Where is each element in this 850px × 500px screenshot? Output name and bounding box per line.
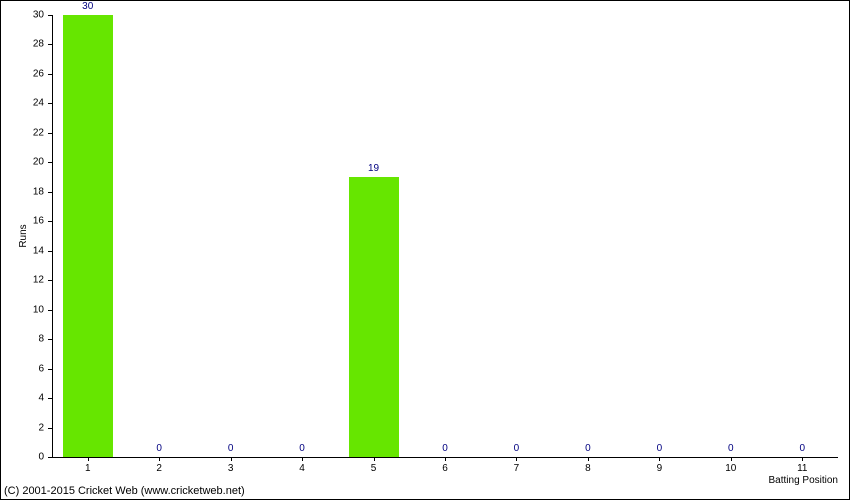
y-axis-line — [52, 15, 53, 457]
y-tick-label: 24 — [24, 98, 44, 109]
plot-area — [52, 15, 838, 457]
x-tick-label: 7 — [514, 463, 520, 474]
y-tick-label: 10 — [24, 304, 44, 315]
bar-value-label: 30 — [82, 1, 93, 12]
bar-value-label: 19 — [368, 163, 379, 174]
bar-value-label: 0 — [585, 443, 591, 454]
x-tick — [374, 457, 375, 461]
bar-value-label: 0 — [514, 443, 520, 454]
y-tick-label: 8 — [24, 334, 44, 345]
bar-value-label: 0 — [728, 443, 734, 454]
y-tick-label: 6 — [24, 363, 44, 374]
x-tick — [588, 457, 589, 461]
bar-value-label: 0 — [657, 443, 663, 454]
y-tick — [48, 74, 52, 75]
x-tick — [231, 457, 232, 461]
copyright-label: (C) 2001-2015 Cricket Web (www.cricketwe… — [4, 485, 245, 497]
y-axis-title: Runs — [18, 224, 29, 247]
y-tick — [48, 15, 52, 16]
y-tick-label: 0 — [24, 452, 44, 463]
x-tick — [445, 457, 446, 461]
y-tick — [48, 369, 52, 370]
x-tick — [731, 457, 732, 461]
y-tick-label: 4 — [24, 393, 44, 404]
x-tick-label: 1 — [85, 463, 91, 474]
y-tick — [48, 192, 52, 193]
x-tick-label: 6 — [442, 463, 448, 474]
x-tick-label: 4 — [299, 463, 305, 474]
x-axis-title: Batting Position — [769, 475, 839, 486]
y-tick-label: 28 — [24, 39, 44, 50]
bar-value-label: 0 — [442, 443, 448, 454]
bar-value-label: 0 — [299, 443, 305, 454]
x-tick-label: 2 — [156, 463, 162, 474]
y-tick-label: 20 — [24, 157, 44, 168]
x-tick-label: 9 — [657, 463, 663, 474]
x-tick — [516, 457, 517, 461]
y-tick — [48, 103, 52, 104]
y-tick-label: 30 — [24, 10, 44, 21]
y-tick — [48, 457, 52, 458]
x-tick-label: 3 — [228, 463, 234, 474]
bar — [63, 15, 113, 457]
x-tick — [88, 457, 89, 461]
y-tick — [48, 280, 52, 281]
y-tick-label: 22 — [24, 127, 44, 138]
y-tick — [48, 221, 52, 222]
x-tick-label: 8 — [585, 463, 591, 474]
x-tick — [159, 457, 160, 461]
y-tick — [48, 428, 52, 429]
bar-value-label: 0 — [228, 443, 234, 454]
x-tick-label: 11 — [797, 463, 807, 474]
bar — [349, 177, 399, 457]
y-tick — [48, 133, 52, 134]
y-tick — [48, 162, 52, 163]
y-tick-label: 12 — [24, 275, 44, 286]
x-tick — [302, 457, 303, 461]
x-tick-label: 5 — [371, 463, 377, 474]
y-tick-label: 26 — [24, 68, 44, 79]
y-tick-label: 16 — [24, 216, 44, 227]
y-tick — [48, 339, 52, 340]
y-tick — [48, 44, 52, 45]
y-tick-label: 14 — [24, 245, 44, 256]
bar-value-label: 0 — [156, 443, 162, 454]
x-tick — [802, 457, 803, 461]
y-tick-label: 18 — [24, 186, 44, 197]
y-tick — [48, 310, 52, 311]
x-tick — [659, 457, 660, 461]
y-tick-label: 2 — [24, 422, 44, 433]
y-tick — [48, 398, 52, 399]
chart-container: Runs Batting Position (C) 2001-2015 Cric… — [0, 0, 850, 500]
x-tick-label: 10 — [725, 463, 736, 474]
bar-value-label: 0 — [799, 443, 805, 454]
y-tick — [48, 251, 52, 252]
